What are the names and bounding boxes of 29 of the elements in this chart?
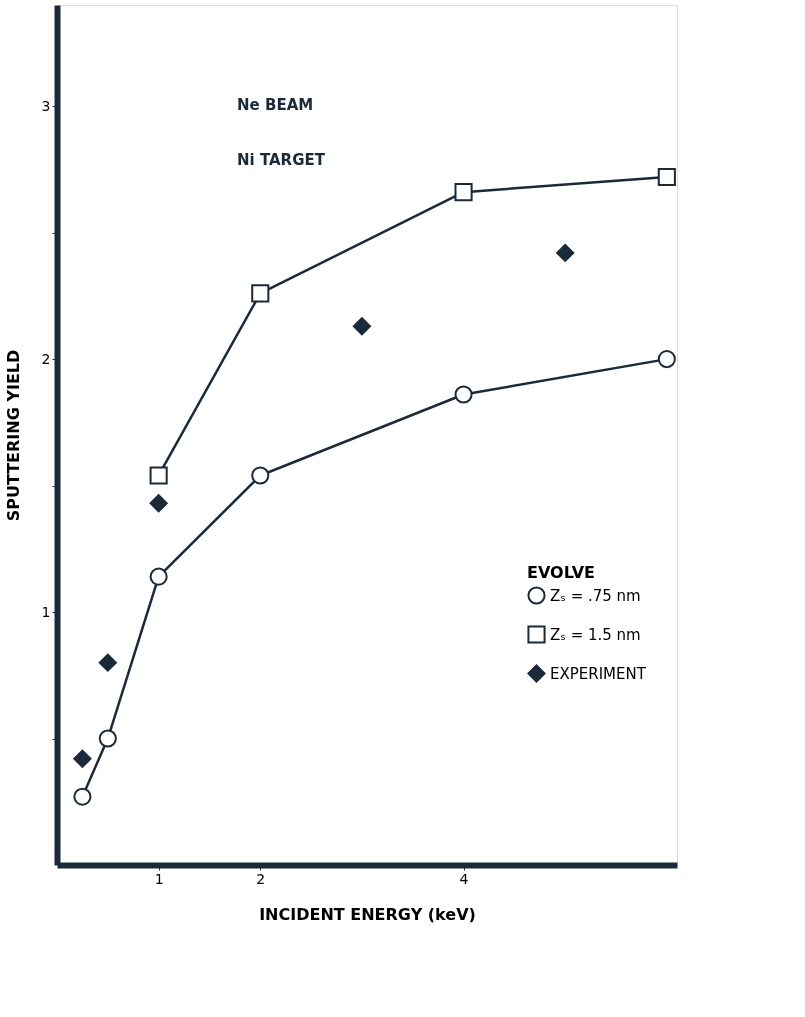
y-axis-title: SPUTTERING YIELD — [3, 349, 23, 522]
annotation: Ne BEAM — [237, 96, 314, 114]
x-tick-label: 4 — [459, 870, 469, 887]
point — [454, 183, 473, 202]
point — [657, 350, 676, 369]
point — [251, 284, 270, 303]
point — [149, 466, 168, 485]
legend-label: EXPERIMENT — [550, 664, 647, 683]
point — [73, 787, 92, 806]
x-tick-label: 1 — [154, 870, 164, 887]
y-tick-label: 2 — [41, 350, 51, 367]
y-tick-label: 3 — [41, 97, 51, 114]
legend-label: Zₛ = .75 nm — [550, 586, 641, 605]
point — [352, 317, 371, 336]
legend-title: EVOLVE — [527, 563, 595, 582]
legend-label: Zₛ = 1.5 nm — [550, 625, 641, 644]
point — [454, 385, 473, 404]
point — [98, 729, 117, 748]
x-tick-label: 2 — [256, 870, 266, 887]
point — [149, 494, 168, 513]
point — [73, 749, 92, 768]
point — [149, 567, 168, 586]
point — [251, 466, 270, 485]
annotation: Ni TARGET — [237, 151, 326, 169]
point — [556, 243, 575, 262]
point — [657, 167, 676, 187]
point — [98, 653, 117, 672]
x-axis-title: INCIDENT ENERGY (keV) — [259, 904, 476, 924]
y-tick-label: 1 — [41, 603, 51, 620]
